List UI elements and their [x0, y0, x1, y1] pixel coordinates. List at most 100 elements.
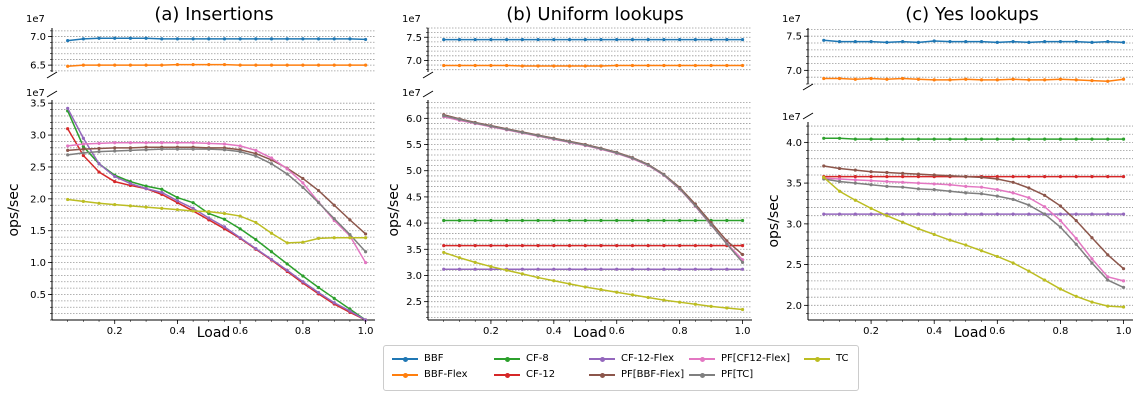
y-tick-label: 3.5: [406, 245, 422, 256]
data-point: [144, 184, 148, 188]
data-point: [1043, 137, 1047, 141]
data-point: [837, 212, 842, 216]
data-point: [316, 290, 321, 295]
data-point: [536, 267, 540, 271]
data-point: [583, 218, 587, 223]
data-point: [269, 250, 274, 254]
series-line-BBF-Flex: [823, 77, 1124, 83]
data-point: [348, 63, 352, 67]
data-point: [160, 190, 164, 195]
data-point: [81, 151, 85, 155]
y-tick-label: 3.0: [30, 131, 46, 142]
data-point: [1090, 300, 1094, 304]
series-line-PF[TC]: [823, 178, 1124, 289]
data-point: [191, 147, 195, 151]
upper-axes: 6.5 7.0 1e7: [26, 14, 375, 72]
data-point: [901, 76, 905, 81]
data-point: [599, 267, 603, 271]
y-tick-label: 3.0: [786, 219, 802, 230]
data-point: [853, 40, 857, 44]
data-point: [822, 175, 826, 180]
data-point: [536, 244, 540, 248]
data-point: [948, 189, 952, 193]
data-point: [254, 154, 258, 158]
data-point: [285, 262, 289, 266]
data-point: [853, 198, 857, 202]
data-point: [285, 37, 289, 41]
data-point: [1090, 40, 1094, 44]
data-point: [630, 63, 635, 68]
data-point: [678, 267, 682, 271]
y-tick-label: 2.5: [30, 162, 46, 173]
y-tick-label: 3.0: [406, 271, 422, 282]
data-point: [301, 185, 305, 189]
data-point: [646, 244, 650, 248]
data-point: [285, 63, 289, 67]
data-point: [269, 257, 274, 262]
data-point: [191, 62, 195, 67]
data-point: [536, 64, 540, 68]
series-line-PF[BBF-Flex]: [67, 146, 367, 235]
y-axis-label: ops/sec: [386, 183, 402, 236]
data-point: [81, 142, 85, 146]
data-point: [964, 243, 968, 247]
y-tick-label: 4.0: [786, 138, 802, 149]
data-point: [316, 236, 321, 240]
data-point: [725, 306, 729, 310]
data-point: [144, 145, 148, 149]
data-point: [301, 63, 305, 67]
data-point: [128, 148, 132, 152]
data-point: [489, 37, 493, 42]
series-line-TC: [823, 176, 1124, 308]
data-point: [1090, 236, 1094, 240]
data-point: [160, 141, 164, 145]
data-point: [995, 177, 999, 181]
data-point: [66, 153, 70, 157]
data-point: [1074, 40, 1078, 44]
data-point: [1027, 186, 1031, 190]
data-point: [740, 260, 745, 264]
x-axis-label: Load: [954, 325, 988, 341]
data-point: [175, 37, 180, 41]
data-point: [1074, 218, 1078, 223]
data-point: [81, 153, 85, 158]
data-point: [1121, 279, 1126, 283]
data-point: [1074, 236, 1078, 241]
data-point: [583, 143, 587, 147]
x-tick-label: 0.8: [1052, 326, 1068, 337]
data-point: [709, 63, 713, 68]
data-point: [693, 37, 697, 42]
series-line-CF-12-Flex: [67, 107, 366, 321]
data-point: [144, 205, 148, 209]
break-mark: [802, 112, 814, 120]
data-point: [473, 37, 477, 42]
data-point: [567, 140, 572, 144]
axis-multiplier: 1e7: [26, 88, 45, 99]
legend-swatch: [589, 372, 615, 378]
data-point: [348, 309, 352, 313]
data-point: [853, 178, 857, 182]
data-point: [1106, 278, 1110, 282]
x-tick-label: 0.6: [609, 326, 625, 337]
data-point: [363, 236, 368, 240]
data-point: [1106, 40, 1110, 44]
y-tick-label: 2.5: [786, 260, 802, 271]
data-point: [1090, 174, 1094, 179]
data-point: [646, 37, 650, 42]
data-point: [489, 264, 493, 269]
data-point: [442, 114, 446, 118]
data-point: [301, 181, 305, 185]
axis-multiplier: 1e7: [402, 14, 421, 25]
data-point: [837, 136, 842, 140]
data-point: [457, 63, 462, 68]
data-point: [316, 188, 321, 193]
data-point: [1011, 197, 1015, 202]
data-point: [583, 267, 587, 271]
data-point: [1043, 78, 1047, 82]
data-point: [725, 267, 729, 271]
legend-swatch: [689, 356, 715, 362]
data-point: [269, 63, 274, 67]
data-point: [97, 150, 101, 154]
data-point: [1058, 77, 1063, 81]
break-mark: [46, 71, 58, 79]
